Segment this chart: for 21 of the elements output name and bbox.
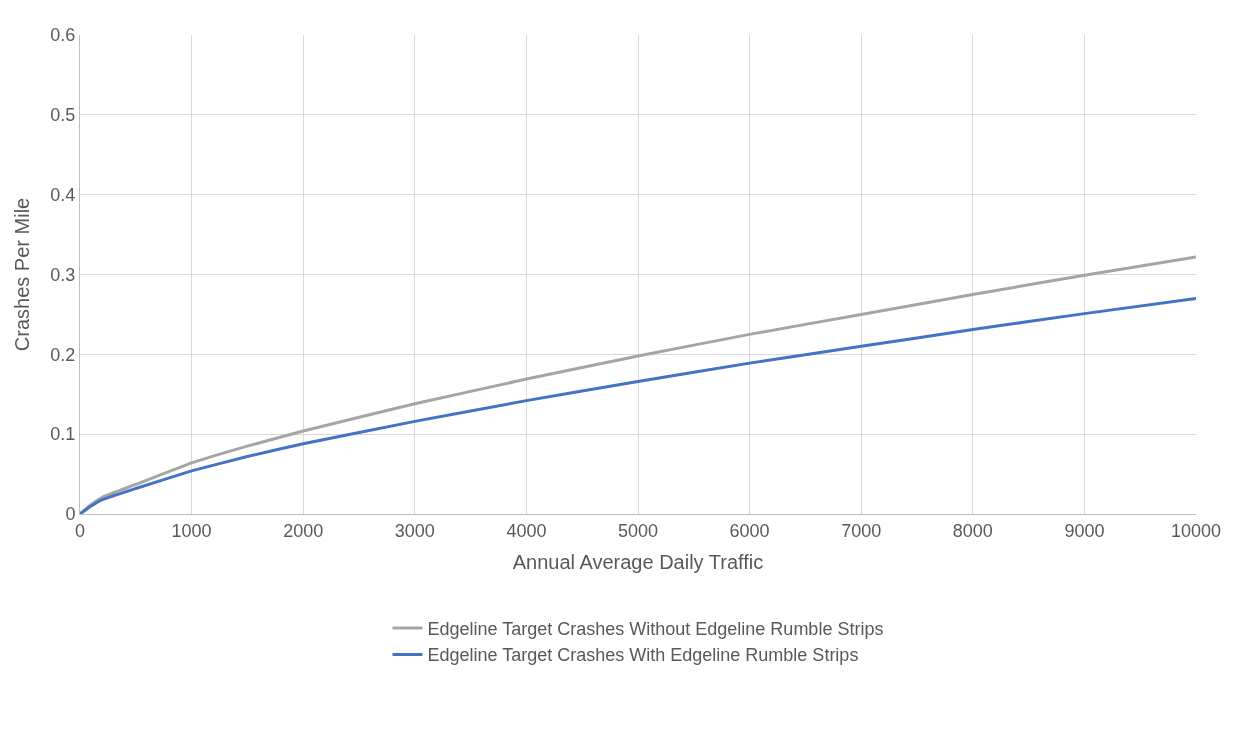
y-tick-label: 0.1 — [50, 424, 76, 445]
x-tick-label: 2000 — [283, 520, 324, 541]
x-tick-label: 5000 — [617, 520, 659, 541]
x-tick-label: 8000 — [952, 520, 993, 541]
x-tick-label: 4000 — [506, 520, 547, 541]
x-tick-label: 3000 — [394, 520, 435, 541]
x-axis-title: Annual Average Daily Traffic — [512, 551, 764, 574]
x-tick-label: 6000 — [729, 520, 770, 541]
legend-label: Edgeline Target Crashes Without Edgeline Rumble Strips — [427, 619, 884, 640]
y-tick-label: 0.6 — [50, 25, 76, 46]
x-tick-label: 10000 — [1170, 520, 1222, 541]
legend-label: Edgeline Target Crashes With Edgeline Rumble Strips — [427, 645, 859, 666]
y-axis-title: Crashes Per Mile — [10, 197, 33, 352]
x-tick-label: 7000 — [841, 520, 882, 541]
y-tick-label: 0.5 — [50, 105, 76, 126]
y-tick-label: 0 — [65, 504, 76, 525]
y-tick-label: 0.3 — [50, 264, 76, 285]
x-tick-label: 9000 — [1064, 520, 1105, 541]
y-tick-label: 0.2 — [50, 344, 76, 365]
x-tick-label: 1000 — [171, 520, 212, 541]
y-tick-label: 0.4 — [50, 184, 76, 205]
